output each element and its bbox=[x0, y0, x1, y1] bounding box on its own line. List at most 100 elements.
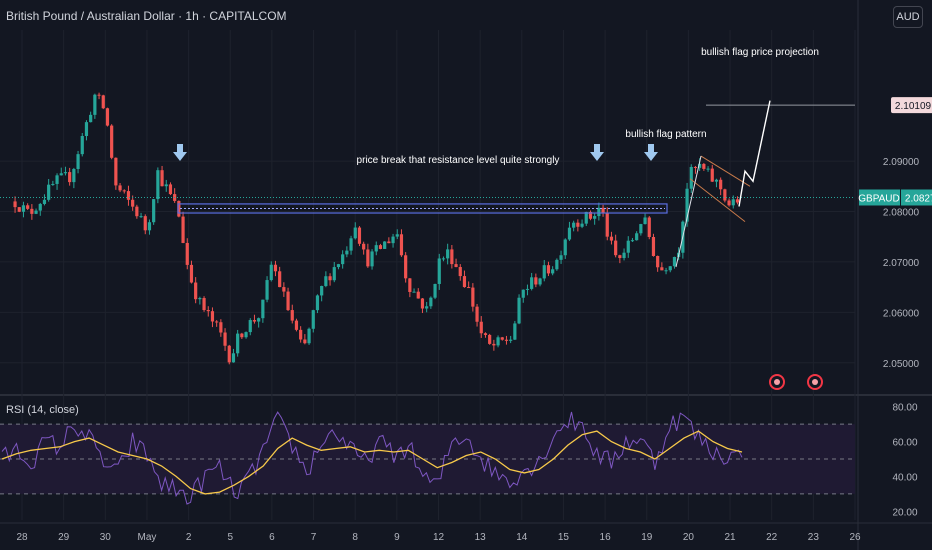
candle-body bbox=[126, 191, 131, 200]
candle-body bbox=[588, 211, 593, 219]
candle-body bbox=[517, 297, 521, 324]
candle-body bbox=[475, 306, 479, 322]
event-flag-icon-dot bbox=[812, 379, 818, 385]
date-tick-label: 29 bbox=[58, 532, 70, 543]
rsi-tick-label: 20.00 bbox=[892, 507, 917, 518]
candle-body bbox=[483, 333, 488, 335]
candle-body bbox=[63, 172, 68, 174]
flag-lower-line bbox=[689, 178, 746, 222]
candle-body bbox=[248, 320, 252, 333]
symbol-tag-bg bbox=[859, 189, 900, 206]
flag-upper-line bbox=[700, 155, 751, 187]
candle-body bbox=[437, 258, 441, 284]
candle-body bbox=[425, 306, 429, 309]
date-tick-label: May bbox=[137, 532, 156, 543]
candle-body bbox=[252, 320, 257, 322]
candle-body bbox=[143, 216, 147, 231]
date-tick-label: 14 bbox=[516, 532, 528, 543]
candle-body bbox=[93, 94, 97, 115]
candle-body bbox=[370, 251, 374, 267]
candle-body bbox=[55, 175, 59, 184]
candle-body bbox=[97, 94, 101, 96]
symbol-tag: GBPAUD bbox=[858, 193, 900, 204]
candle-body bbox=[38, 203, 42, 211]
candle-body bbox=[315, 295, 320, 311]
current-price-tag: 2.08278 bbox=[905, 193, 932, 204]
date-tick-label: 20 bbox=[683, 532, 695, 543]
candle-body bbox=[622, 252, 626, 259]
candle-body bbox=[664, 270, 668, 272]
candle-body bbox=[42, 199, 47, 204]
candle-body bbox=[84, 122, 89, 136]
candle-body bbox=[618, 255, 622, 259]
candle-body bbox=[265, 280, 269, 300]
rsi-plot: 80.00 60.00 40.00 20.00 bbox=[0, 403, 918, 518]
candle-body bbox=[273, 264, 278, 272]
date-tick-label: 16 bbox=[600, 532, 612, 543]
candle-body bbox=[630, 240, 635, 242]
candle-body bbox=[387, 241, 391, 244]
candle-body bbox=[551, 269, 555, 274]
candle-body bbox=[685, 188, 689, 222]
candle-body bbox=[668, 266, 672, 271]
candle-body bbox=[89, 114, 93, 123]
candle-body bbox=[693, 166, 698, 168]
candle-body bbox=[656, 255, 660, 268]
candle-body bbox=[194, 282, 198, 300]
candle-body bbox=[139, 216, 143, 218]
date-tick-label: 22 bbox=[766, 532, 778, 543]
candle-body bbox=[500, 337, 504, 340]
candle-body bbox=[735, 199, 740, 203]
candle-body bbox=[152, 199, 156, 223]
candle-body bbox=[189, 264, 194, 283]
candle-body bbox=[328, 276, 332, 281]
candle-body bbox=[362, 243, 366, 250]
price-axis: 2.05000 2.06000 2.07000 2.08000 2.09000 bbox=[883, 157, 920, 370]
candle-body bbox=[471, 287, 475, 307]
candle-body bbox=[731, 199, 735, 206]
candle-body bbox=[345, 250, 349, 255]
candle-body bbox=[59, 173, 63, 176]
flag-pole bbox=[675, 155, 702, 268]
candle-body bbox=[156, 170, 160, 200]
candle-body bbox=[441, 258, 446, 260]
candle-body bbox=[597, 207, 601, 217]
date-tick-label: 15 bbox=[558, 532, 570, 543]
candle-body bbox=[542, 265, 546, 279]
date-tick-label: 5 bbox=[227, 532, 233, 543]
candle-body bbox=[702, 163, 706, 169]
candle-body bbox=[450, 249, 454, 265]
candle-body bbox=[118, 185, 122, 191]
flag-annotation: bullish flag pattern bbox=[625, 129, 706, 140]
candle-body bbox=[261, 299, 265, 319]
currency-button[interactable]: AUD bbox=[893, 6, 923, 28]
candle-body bbox=[299, 329, 303, 340]
rsi-tick-label: 80.00 bbox=[892, 403, 917, 414]
candle-body bbox=[601, 207, 605, 213]
candle-body bbox=[210, 311, 215, 322]
candle-body bbox=[101, 95, 105, 109]
candle-body bbox=[307, 328, 311, 344]
candle-body bbox=[391, 236, 395, 244]
candle-body bbox=[509, 339, 513, 341]
candle-body bbox=[559, 255, 563, 260]
candle-body bbox=[135, 206, 139, 217]
symbol-title[interactable]: British Pound / Australian Dollar · 1h ·… bbox=[6, 9, 287, 23]
candle-body bbox=[383, 241, 387, 249]
candle-body bbox=[416, 291, 420, 299]
date-tick-label: 21 bbox=[724, 532, 736, 543]
candle-body bbox=[672, 256, 677, 267]
candle-body bbox=[580, 223, 584, 227]
rsi-indicator-label[interactable]: RSI (14, close) bbox=[6, 404, 79, 416]
candle-body bbox=[723, 189, 727, 201]
candle-body bbox=[160, 170, 164, 187]
date-tick-label: 12 bbox=[433, 532, 445, 543]
date-tick-label: 19 bbox=[641, 532, 653, 543]
candle-body bbox=[244, 332, 248, 338]
candle-body bbox=[643, 217, 647, 225]
candle-body bbox=[626, 240, 630, 253]
current-price-tag-bg bbox=[901, 189, 932, 206]
candle-body bbox=[219, 322, 223, 333]
candle-body bbox=[349, 238, 353, 251]
